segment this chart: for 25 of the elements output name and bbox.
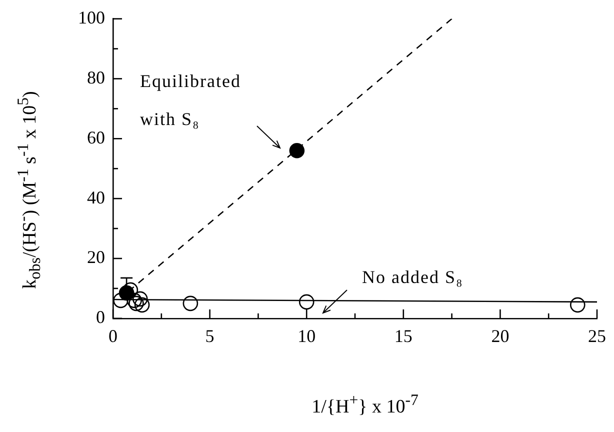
x-tick-label: 0 [108,326,118,346]
y-tick-label: 0 [96,307,105,328]
point [289,142,305,158]
x-tick-label: 10 [298,326,316,346]
point [134,297,150,313]
annotation: No added S₈ [362,266,464,289]
point [126,292,142,308]
point [570,297,586,313]
x-axis-title: 1/{H$^{+}$} x 10$^{-7}$ [310,392,420,418]
point [182,296,198,312]
x-tick-label: 5 [205,326,214,346]
point [132,291,148,307]
y-tick-label: 40 [87,187,105,208]
y-tick-label: 60 [87,127,105,148]
y-tick-label: 100 [78,8,105,28]
point [122,282,138,298]
annotation: Equilibrated with S₈ [140,70,241,131]
x-tick-label: 15 [394,326,412,346]
x-tick-label: 25 [588,326,606,346]
y-tick-label: 80 [87,67,105,88]
point [128,296,144,312]
point [298,294,314,310]
point [113,292,128,308]
x-tick-label: 20 [491,326,510,346]
y-tick-label: 20 [87,247,105,268]
